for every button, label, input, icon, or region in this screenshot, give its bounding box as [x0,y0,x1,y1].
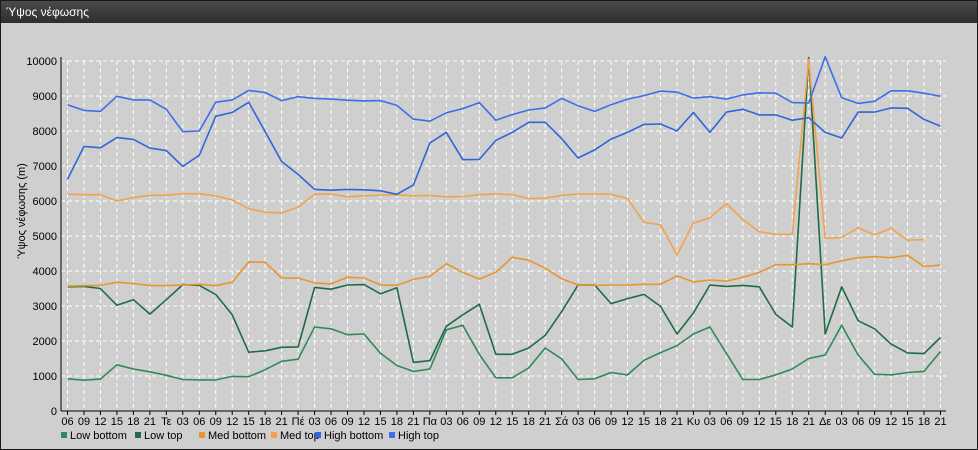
x-tick-label: 03 [836,416,848,428]
x-tick-label: 15 [374,416,386,428]
x-tick-label: 09 [605,416,617,428]
series-lines [66,56,942,381]
x-tick-label: 18 [391,416,403,428]
x-tick-label: Τε [161,416,172,428]
x-tick-label: 06 [193,416,205,428]
x-tick-label: 12 [358,416,370,428]
x-tick-label: 03 [440,416,452,428]
x-tick-label: 18 [786,416,798,428]
window-titlebar: Ύψος νέφωσης [1,1,977,23]
x-tick-label: 09 [210,416,222,428]
y-tick-label: 7000 [33,161,57,173]
x-tick-label: 03 [704,416,716,428]
x-tick-label: 21 [671,416,683,428]
y-tick-label: 2000 [33,336,57,348]
x-tick-label: 18 [918,416,930,428]
x-tick-label: Δε [819,416,831,428]
series-line-med-bottom [67,254,941,287]
x-tick-label: 12 [490,416,502,428]
legend-swatch [61,432,67,438]
x-tick-label: 21 [803,416,815,428]
x-tick-label: 15 [111,416,123,428]
x-tick-label: 15 [243,416,255,428]
y-tick-label: 9000 [33,91,57,103]
x-tick-label: 03 [308,416,320,428]
legend-label: Low top [144,430,183,442]
x-tick-label: 12 [753,416,765,428]
x-tick-label: 21 [407,416,419,428]
y-axis-label: Ύψος νέφωσης (m) [16,163,28,259]
legend-swatch [199,432,205,438]
x-tick-label: 21 [934,416,946,428]
legend-swatch [271,432,277,438]
cloud-height-chart: 0 1000 2000 3000 4000 5000 6000 7000 8000 9000 100… [1,23,977,449]
series-line-high-top [67,56,941,133]
x-tick-label: 09 [737,416,749,428]
x-tick-label: 18 [127,416,139,428]
y-tick-label: 4000 [33,266,57,278]
x-tick-label: 18 [259,416,271,428]
x-tick-label: Κυ [687,416,700,428]
y-tick-label: 0 [51,406,57,418]
x-tick-label: 06 [61,416,73,428]
x-tick-label: 21 [539,416,551,428]
x-tick-label: 21 [144,416,156,428]
x-tick-label: Πέ [292,416,305,428]
x-tick-label: 06 [588,416,600,428]
y-tick-label: 3000 [33,301,57,313]
x-tick-label: 15 [901,416,913,428]
y-tick-label: 5000 [33,231,57,243]
legend-swatch [315,432,321,438]
series-line-med-top [67,58,925,256]
x-tick-label: 09 [868,416,880,428]
legend-label: High bottom [324,430,383,442]
x-tick-label: Σά [555,416,569,428]
x-tick-label: 09 [473,416,485,428]
x-tick-label: 12 [226,416,238,428]
x-tick-label: 09 [78,416,90,428]
y-tick-label: 1000 [33,371,57,383]
x-tick-label: 15 [638,416,650,428]
legend-swatch [389,432,395,438]
x-tick-label: 18 [523,416,535,428]
legend-label: Low bottom [70,430,127,442]
series-line-low-bottom [67,324,942,381]
legend-label: Med bottom [208,430,266,442]
y-tick-label: 10000 [26,56,57,68]
x-tick-label: 15 [770,416,782,428]
x-tick-label: 21 [276,416,288,428]
x-tick-label: 18 [654,416,666,428]
axes: 0 1000 2000 3000 4000 5000 6000 7000 8000 9000 100… [26,56,946,428]
x-tick-label: 06 [457,416,469,428]
legend-label: Med top [280,430,320,442]
y-tick-label: 6000 [33,196,57,208]
x-tick-label: 06 [325,416,337,428]
x-tick-label: 12 [94,416,106,428]
series-line-high-bottom [66,101,941,196]
x-tick-label: 06 [852,416,864,428]
legend-label: High top [398,430,439,442]
x-tick-label: 06 [720,416,732,428]
x-tick-label: 12 [885,416,897,428]
x-tick-label: 15 [506,416,518,428]
window-title: Ύψος νέφωσης [6,5,89,19]
y-tick-label: 8000 [33,126,57,138]
series-line-low-top [67,56,942,364]
x-tick-label: Πα [423,416,438,428]
x-tick-label: 03 [572,416,584,428]
x-tick-label: 09 [341,416,353,428]
legend: Low bottom Low top Med bottom Med top High b… [61,430,439,442]
x-tick-label: 12 [621,416,633,428]
x-tick-label: 03 [177,416,189,428]
legend-swatch [135,432,141,438]
grid-lines [61,60,946,412]
